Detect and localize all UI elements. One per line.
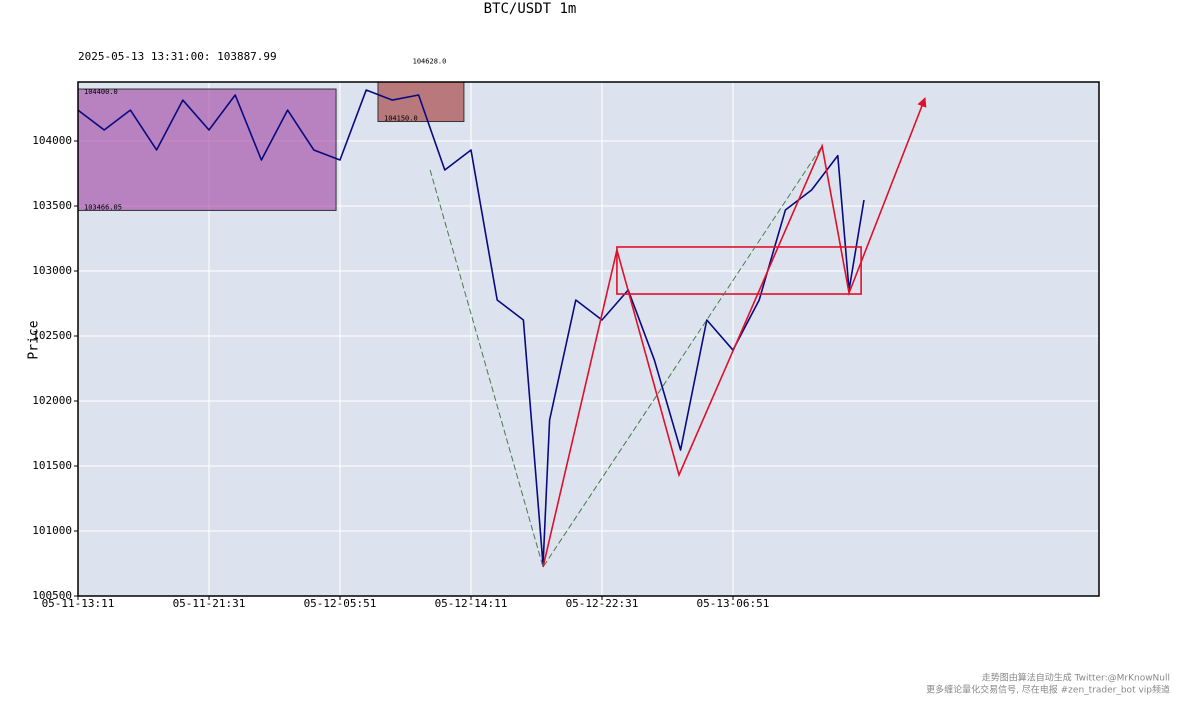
- price-line: [78, 89, 865, 566]
- y-tick-label: 102000: [32, 394, 72, 407]
- zone-label: 104628.0: [413, 57, 447, 65]
- y-tick-label: 104000: [32, 134, 72, 147]
- zone-label: 103466.05: [84, 203, 122, 211]
- y-axis-label: Price: [27, 320, 42, 359]
- plot-frame: [77, 81, 1100, 597]
- y-tick-label: 101000: [32, 524, 72, 537]
- y-tick-label: 103500: [32, 199, 72, 212]
- zone-label: 104400.0: [84, 88, 118, 96]
- y-tick-label: 100500: [32, 589, 72, 602]
- x-tick-label: 05-12-22:31: [566, 597, 639, 610]
- stroke-line: [542, 97, 927, 568]
- y-tick-label: 101500: [32, 459, 72, 472]
- zone: [78, 88, 337, 211]
- x-tick-label: 05-13-06:51: [697, 597, 770, 610]
- zone: [616, 246, 862, 295]
- chart-title: BTC/USDT 1m: [484, 1, 577, 17]
- footer-line: 走势图由算法自动生成 Twitter:@MrKnowNull: [982, 672, 1170, 684]
- footer-line: 更多缠论量化交易信号, 尽在电报 #zen_trader_bot vip频道: [926, 684, 1170, 696]
- subtitle: 2025-05-13 13:31:00: 103887.99: [78, 50, 277, 63]
- x-tick-label: 05-11-13:11: [42, 597, 115, 610]
- x-tick-label: 05-11-21:31: [173, 597, 246, 610]
- zone: [377, 82, 465, 123]
- y-tick-label: 102500: [32, 329, 72, 342]
- x-tick-label: 05-12-05:51: [304, 597, 377, 610]
- zone-label: 104150.0: [384, 115, 418, 123]
- y-tick-label: 103000: [32, 264, 72, 277]
- trend-line: [429, 145, 823, 569]
- x-tick-label: 05-12-14:11: [435, 597, 508, 610]
